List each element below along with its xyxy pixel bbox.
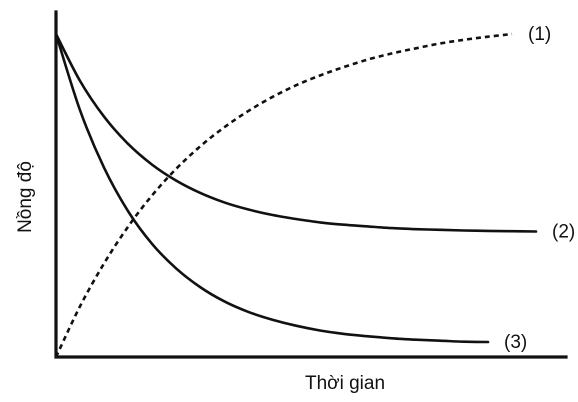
chart-axes — [54, 10, 568, 359]
x-axis-label: Thời gian — [305, 373, 385, 394]
series-line-3 — [54, 32, 490, 344]
series-labels-group: (1) (2) (3) — [504, 24, 575, 353]
series-label-1: (1) — [528, 24, 551, 45]
series-line-1 — [54, 32, 513, 358]
chart-series-group — [54, 32, 538, 358]
series-label-2: (2) — [552, 222, 575, 243]
series-line-2 — [54, 32, 538, 233]
series-label-3: (3) — [504, 332, 527, 353]
y-axis-label: Nồng độ — [15, 161, 36, 233]
